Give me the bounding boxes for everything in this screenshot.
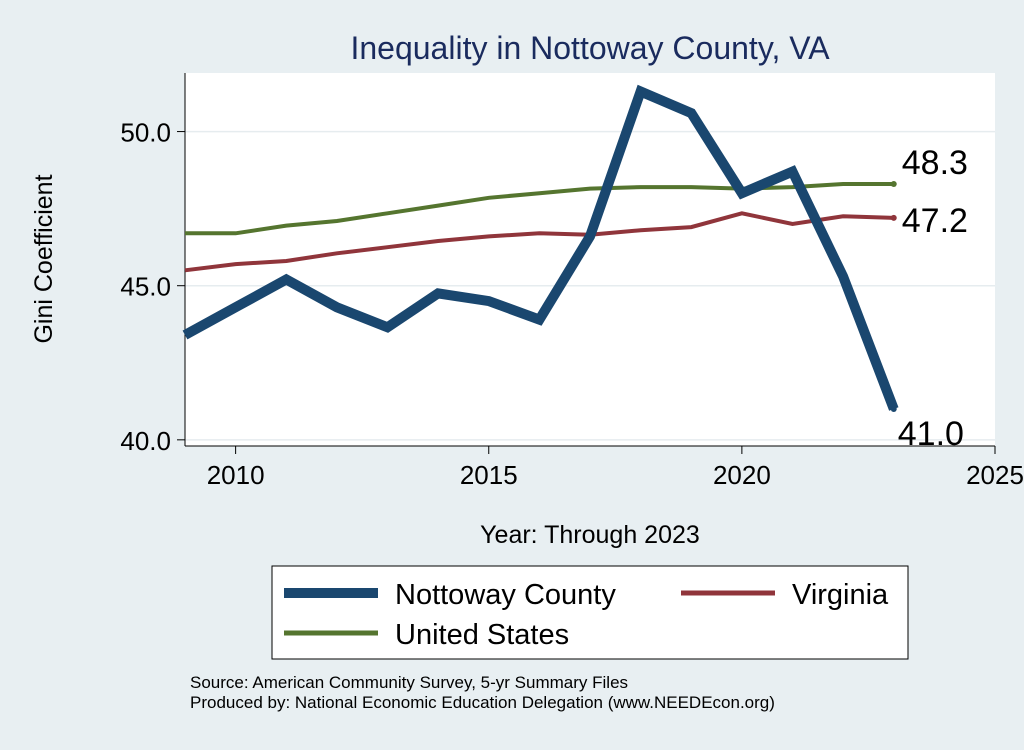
legend-label-united-states: United States: [395, 619, 569, 651]
plot-background: [185, 73, 995, 446]
x-axis-label: Year: Through 2023: [480, 521, 700, 549]
y-tick-label: 45.0: [120, 272, 171, 302]
end-label-united-states: 48.3: [902, 144, 968, 182]
end-marker-united-states: [890, 180, 897, 187]
legend-label-virginia: Virginia: [792, 579, 889, 611]
series-line-united-states: [185, 182, 894, 236]
x-tick-label: 2015: [460, 460, 518, 490]
grid-lines: [185, 130, 995, 441]
series-line-nottoway: [182, 84, 899, 411]
x-tick-label: 2010: [207, 460, 265, 490]
series-lines: [182, 84, 899, 413]
legend-label-nottoway: Nottoway County: [395, 579, 616, 611]
end-marker-nottoway: [890, 406, 897, 413]
x-tick-label: 2020: [713, 460, 771, 490]
end-marker-virginia: [890, 214, 897, 221]
end-label-nottoway: 41.0: [898, 415, 964, 453]
chart-title: Inequality in Nottoway County, VA: [350, 30, 830, 66]
producer-note: Produced by: National Economic Education…: [190, 693, 775, 712]
end-labels: 41.0 47.2 48.3: [898, 144, 968, 453]
y-axis-label: Gini Coefficient: [30, 174, 58, 343]
axis-ticks: 40.0 45.0 50.0 2010 2015 2020 2025: [120, 118, 1024, 490]
y-tick-label: 50.0: [120, 118, 171, 148]
y-tick-label: 40.0: [120, 426, 171, 456]
end-label-virginia: 47.2: [902, 202, 968, 240]
legend-box: [271, 565, 909, 660]
series-line-virginia: [184, 211, 894, 273]
source-note: Source: American Community Survey, 5-yr …: [190, 673, 628, 692]
legend: Nottoway County Virginia United States: [271, 565, 909, 660]
x-tick-label: 2025: [966, 460, 1024, 490]
